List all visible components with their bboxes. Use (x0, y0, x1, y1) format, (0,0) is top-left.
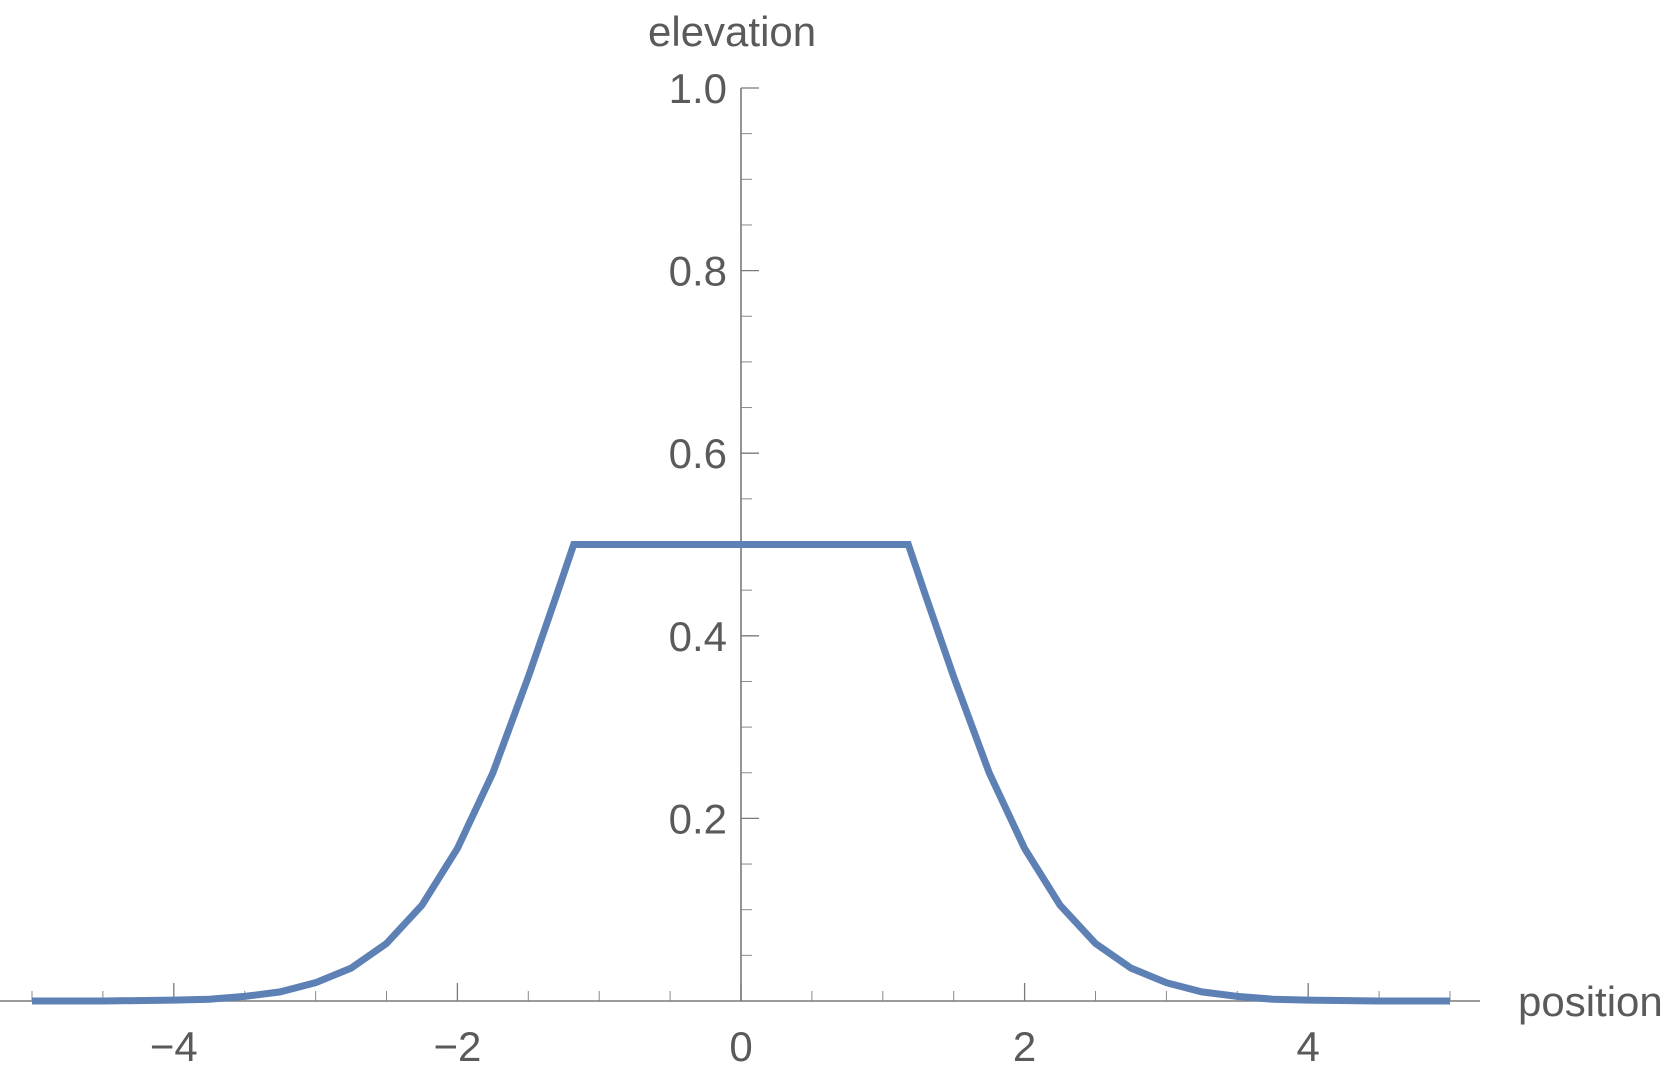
x-tick-label: −4 (150, 1023, 198, 1070)
tick-labels: −4 −2 0 2 4 0.2 0.4 0.6 0.8 1.0 (150, 65, 1320, 1070)
y-tick-label: 0.6 (669, 430, 727, 477)
y-axis-title: elevation (648, 8, 816, 55)
y-tick-label: 1.0 (669, 65, 727, 112)
series-layer (32, 541, 1450, 1005)
x-axis-title: position (1518, 978, 1663, 1025)
y-tick-label: 0.8 (669, 248, 727, 295)
x-tick-label: 2 (1013, 1023, 1036, 1070)
x-tick-label: 4 (1297, 1023, 1320, 1070)
x-tick-label: −2 (433, 1023, 481, 1070)
x-tick-label: 0 (729, 1023, 752, 1070)
series-line-1 (32, 541, 1450, 1005)
y-tick-label: 0.4 (669, 613, 727, 660)
y-tick-label: 0.2 (669, 795, 727, 842)
